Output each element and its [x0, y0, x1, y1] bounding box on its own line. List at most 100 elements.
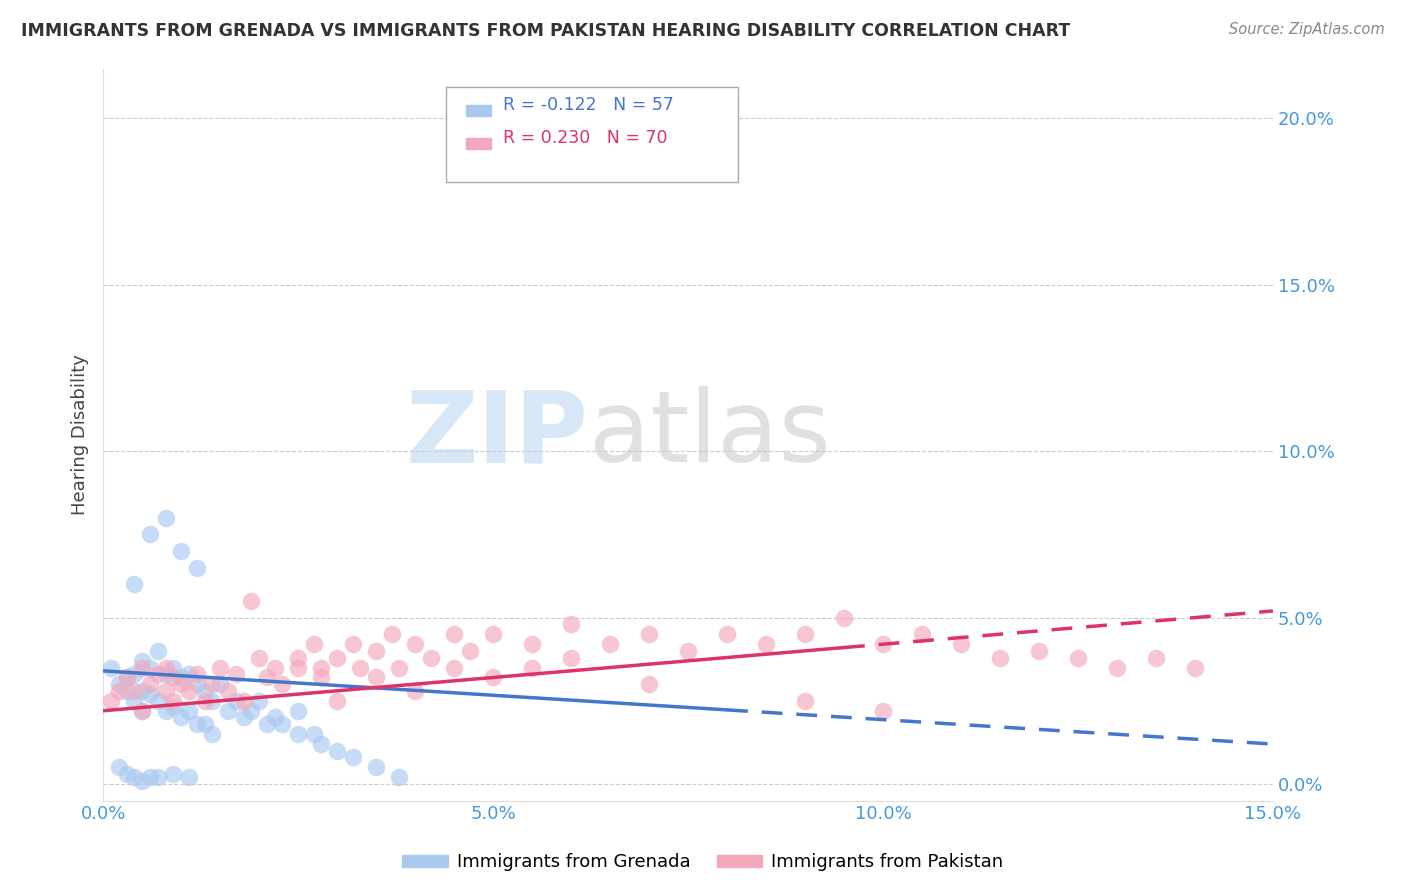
Point: [170, 544, 193, 558]
Point: [240, 704, 263, 718]
Point: [326, 650, 349, 665]
Point: [232, 710, 254, 724]
Point: [404, 683, 426, 698]
Point: [115, 671, 138, 685]
Point: [139, 660, 162, 674]
Point: [131, 683, 153, 698]
Point: [131, 660, 153, 674]
Point: [263, 710, 285, 724]
Point: [186, 560, 208, 574]
Point: [482, 671, 505, 685]
Point: [124, 683, 146, 698]
Point: [755, 637, 778, 651]
Point: [177, 704, 200, 718]
Point: [225, 667, 247, 681]
Point: [388, 770, 411, 784]
Point: [794, 627, 817, 641]
Point: [349, 660, 371, 674]
Point: [287, 704, 309, 718]
Point: [124, 694, 146, 708]
Point: [1105, 660, 1128, 674]
Point: [381, 627, 404, 641]
Point: [201, 694, 224, 708]
Point: [124, 577, 146, 591]
Point: [832, 610, 855, 624]
Point: [155, 683, 177, 698]
Point: [177, 683, 200, 698]
Point: [162, 671, 184, 685]
Point: [162, 694, 184, 708]
Point: [287, 660, 309, 674]
Text: R = 0.230   N = 70: R = 0.230 N = 70: [503, 129, 668, 147]
Point: [599, 637, 621, 651]
Point: [263, 660, 285, 674]
Point: [139, 687, 162, 701]
Point: [388, 660, 411, 674]
Point: [872, 637, 894, 651]
Point: [186, 667, 208, 681]
Point: [217, 704, 239, 718]
Point: [162, 660, 184, 674]
Point: [988, 650, 1011, 665]
Point: [186, 717, 208, 731]
Point: [482, 627, 505, 641]
Point: [949, 637, 972, 651]
Point: [193, 694, 215, 708]
Point: [201, 727, 224, 741]
Point: [124, 667, 146, 681]
Point: [872, 704, 894, 718]
Point: [458, 644, 481, 658]
Point: [209, 660, 232, 674]
Point: [146, 667, 169, 681]
Point: [155, 510, 177, 524]
Point: [186, 677, 208, 691]
Point: [676, 644, 699, 658]
Point: [170, 677, 193, 691]
Point: [247, 650, 270, 665]
Point: [287, 650, 309, 665]
Bar: [465, 137, 492, 149]
Point: [131, 654, 153, 668]
Legend: Immigrants from Grenada, Immigrants from Pakistan: Immigrants from Grenada, Immigrants from…: [395, 847, 1011, 879]
Text: atlas: atlas: [589, 386, 830, 483]
Text: Source: ZipAtlas.com: Source: ZipAtlas.com: [1229, 22, 1385, 37]
Text: IMMIGRANTS FROM GRENADA VS IMMIGRANTS FROM PAKISTAN HEARING DISABILITY CORRELATI: IMMIGRANTS FROM GRENADA VS IMMIGRANTS FR…: [21, 22, 1070, 40]
Point: [155, 704, 177, 718]
Point: [271, 717, 294, 731]
Point: [139, 527, 162, 541]
FancyBboxPatch shape: [446, 87, 738, 182]
Point: [124, 770, 146, 784]
Point: [794, 694, 817, 708]
Point: [1144, 650, 1167, 665]
Point: [131, 704, 153, 718]
Point: [326, 694, 349, 708]
Point: [139, 770, 162, 784]
Point: [240, 594, 263, 608]
Point: [131, 704, 153, 718]
Point: [364, 644, 387, 658]
Point: [232, 694, 254, 708]
Point: [302, 727, 325, 741]
Point: [716, 627, 738, 641]
Point: [1067, 650, 1090, 665]
Point: [115, 683, 138, 698]
Point: [311, 671, 333, 685]
Point: [911, 627, 934, 641]
Point: [560, 650, 582, 665]
Point: [520, 660, 543, 674]
Point: [115, 671, 138, 685]
Text: ZIP: ZIP: [406, 386, 589, 483]
Point: [302, 637, 325, 651]
Point: [131, 773, 153, 788]
Point: [247, 694, 270, 708]
Point: [404, 637, 426, 651]
Point: [162, 767, 184, 781]
Point: [256, 671, 278, 685]
Point: [146, 770, 169, 784]
Point: [139, 677, 162, 691]
Point: [256, 717, 278, 731]
Point: [155, 660, 177, 674]
Point: [287, 727, 309, 741]
Point: [1028, 644, 1050, 658]
Point: [193, 683, 215, 698]
